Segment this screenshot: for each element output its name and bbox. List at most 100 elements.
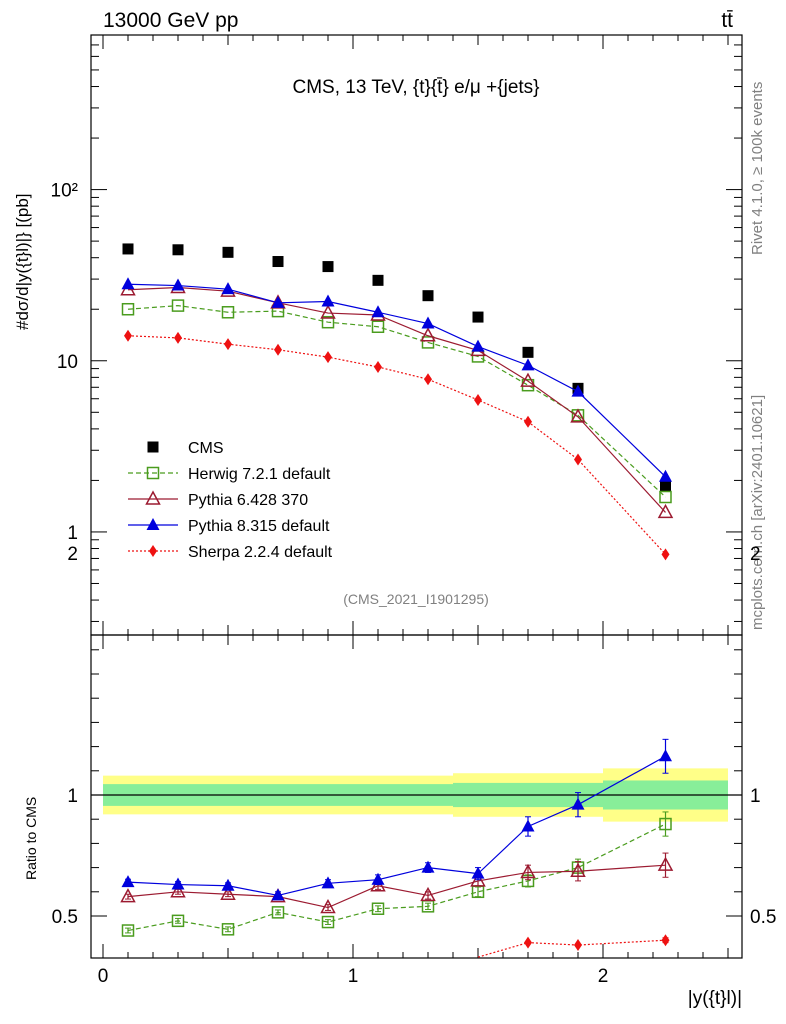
legend-label: Sherpa 2.2.4 default	[188, 544, 333, 561]
ratio-data-point	[471, 866, 485, 879]
data-point	[371, 305, 385, 318]
data-point	[221, 306, 235, 319]
legend-label: Pythia 8.315 default	[188, 518, 330, 535]
ratio-data-point	[221, 878, 235, 891]
data-point	[222, 246, 234, 258]
legend-marker	[146, 518, 160, 530]
ratio-data-point	[524, 936, 532, 949]
ratio-data-point	[657, 856, 674, 871]
data-point	[521, 358, 535, 371]
x-tick-label: 0	[98, 966, 109, 987]
ratio-data-point	[121, 875, 135, 888]
ratio-y-tick-label-right: 2	[750, 544, 761, 565]
ratio-y-tick-label-right: 1	[750, 786, 761, 807]
ratio-data-point	[370, 877, 386, 892]
data-point	[221, 282, 235, 295]
ratio-panel: 0.5 0.5 1 1 2 2 0 1 2	[52, 544, 777, 987]
series-line	[127, 305, 666, 498]
ratio-data-point	[521, 819, 535, 832]
ratio-data-point	[321, 915, 335, 929]
data-point	[272, 256, 284, 268]
data-point	[574, 453, 582, 466]
main-panel: 1 10 10²	[51, 34, 743, 636]
xlabel: |y({t}l)|	[688, 988, 742, 1009]
ratio-data-point	[661, 934, 670, 947]
data-point	[171, 299, 185, 312]
data-point	[474, 393, 482, 406]
data-point	[570, 408, 586, 423]
ratio-data-point	[171, 914, 185, 928]
x-tick-label: 2	[598, 966, 609, 987]
data-point	[321, 315, 335, 329]
ratio-data-point	[659, 817, 672, 831]
data-point	[374, 360, 382, 373]
ratio-data-point	[470, 872, 486, 887]
ratio-series-line	[477, 939, 666, 958]
data-point	[424, 373, 432, 386]
legend-marker	[146, 466, 160, 480]
data-point	[420, 327, 436, 342]
legend-marker	[147, 441, 159, 453]
data-point	[224, 338, 232, 351]
ratio-series-line	[127, 864, 666, 909]
data-point	[271, 295, 285, 308]
data-point	[421, 336, 435, 349]
data-point	[659, 490, 672, 504]
ratio-data-point	[120, 888, 136, 903]
ratio-data-point	[520, 863, 536, 879]
ratio-data-point	[371, 902, 385, 915]
data-point	[571, 384, 585, 397]
ratio-data-point	[659, 749, 672, 762]
data-point	[421, 316, 435, 329]
ratio-data-point	[420, 886, 436, 902]
ratio-data-point	[320, 898, 336, 914]
ratio-y-tick-label: 0.5	[52, 907, 78, 928]
ratio-data-point	[170, 883, 186, 898]
legend-label: CMS	[188, 440, 224, 457]
ratio-data-point	[574, 939, 582, 952]
legend-label: Herwig 7.2.1 default	[188, 466, 331, 483]
data-point	[661, 548, 670, 561]
y-tick-label: 10²	[51, 181, 78, 202]
ratio-data-point	[321, 876, 335, 889]
legend-marker	[145, 490, 161, 505]
ratio-data-point	[371, 872, 385, 885]
data-point	[657, 503, 674, 519]
ratio-data-point	[571, 797, 585, 810]
data-point	[121, 302, 135, 316]
ratio-y-tick-label: 2	[67, 544, 78, 565]
data-point	[522, 346, 534, 358]
data-point	[372, 274, 384, 286]
ratio-y-tick-label-right: 0.5	[750, 907, 776, 928]
mcplots-label: mcplots.cern.ch [arXiv:2401.10621]	[749, 395, 766, 630]
y-tick-label: 1	[67, 523, 78, 544]
y-tick-label: 10	[57, 352, 78, 373]
ratio-data-point	[221, 923, 235, 936]
data-point	[520, 372, 536, 387]
main-ylabel: #dσ/d|y({t}l)|} [(pb]	[13, 193, 32, 330]
legend-marker	[149, 545, 157, 557]
data-point	[124, 329, 132, 342]
ratio-data-point	[121, 924, 135, 937]
ratio-series-line	[127, 823, 666, 932]
rivet-label: Rivet 4.1.0, ≥ 100k events	[749, 82, 766, 255]
ratio-ylabel: Ratio to CMS	[23, 797, 39, 880]
data-point	[371, 320, 385, 334]
data-point	[322, 261, 334, 273]
data-point	[121, 277, 135, 290]
ratio-data-point	[220, 885, 236, 900]
data-point	[524, 415, 532, 428]
data-point	[471, 339, 485, 352]
data-point	[422, 290, 434, 302]
ratio-data-point	[171, 877, 185, 890]
data-point	[324, 351, 332, 364]
legend-label: Pythia 6.428 370	[188, 492, 308, 509]
ratio-y-tick-label: 1	[67, 786, 78, 807]
data-point	[660, 480, 671, 492]
watermark: (CMS_2021_I1901295)	[343, 591, 489, 607]
legend: CMS Herwig 7.2.1 default Pythia 6.428 370 P…	[128, 440, 333, 561]
main-title: CMS, 13 TeV, {t}{t̄} e/μ +{jets}	[292, 77, 539, 98]
x-tick-label: 1	[348, 966, 359, 987]
data-point	[174, 331, 182, 344]
